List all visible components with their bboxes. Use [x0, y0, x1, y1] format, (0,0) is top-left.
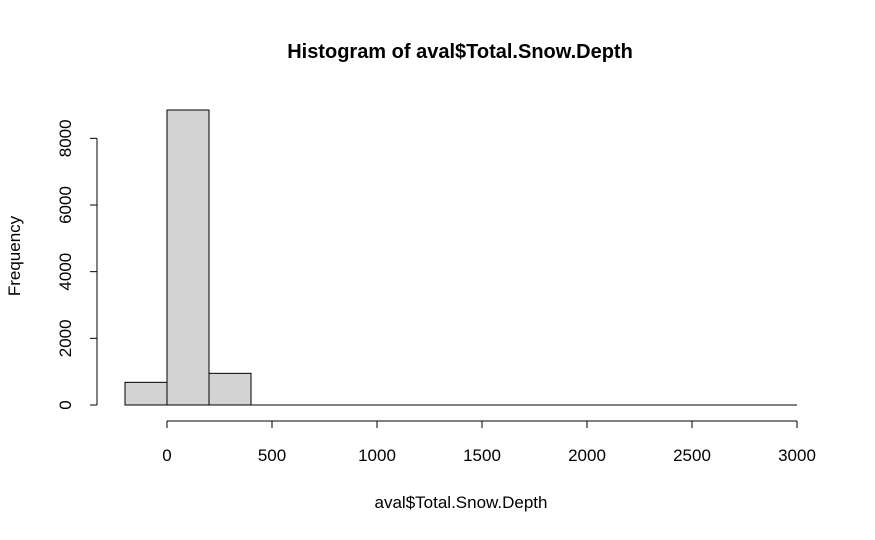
x-tick-label: 2000: [568, 446, 606, 465]
histogram-bars: [124, 109, 797, 406]
x-axis: 0 500 1000 1500 2000 2500 3000: [162, 420, 816, 465]
y-tick-label: 4000: [56, 253, 75, 291]
y-tick-label: 2000: [56, 319, 75, 357]
chart-title: Histogram of aval$Total.Snow.Depth: [287, 41, 633, 63]
y-tick-label: 0: [56, 400, 75, 409]
x-tick-label: 1000: [358, 446, 396, 465]
x-tick-label: 2500: [673, 446, 711, 465]
y-tick-label: 8000: [56, 119, 75, 157]
y-axis-label: Frequency: [5, 215, 24, 296]
x-tick-label: 1500: [463, 446, 501, 465]
x-tick-label: 0: [162, 446, 171, 465]
x-tick-label: 500: [258, 446, 286, 465]
y-axis: 0 2000 4000 6000 8000: [56, 119, 98, 410]
histogram-bar: [124, 381, 168, 406]
histogram-bar: [208, 372, 252, 406]
x-tick-label: 3000: [778, 446, 816, 465]
histogram-bar: [166, 109, 210, 406]
x-axis-label: aval$Total.Snow.Depth: [375, 493, 548, 512]
y-tick-label: 6000: [56, 186, 75, 224]
